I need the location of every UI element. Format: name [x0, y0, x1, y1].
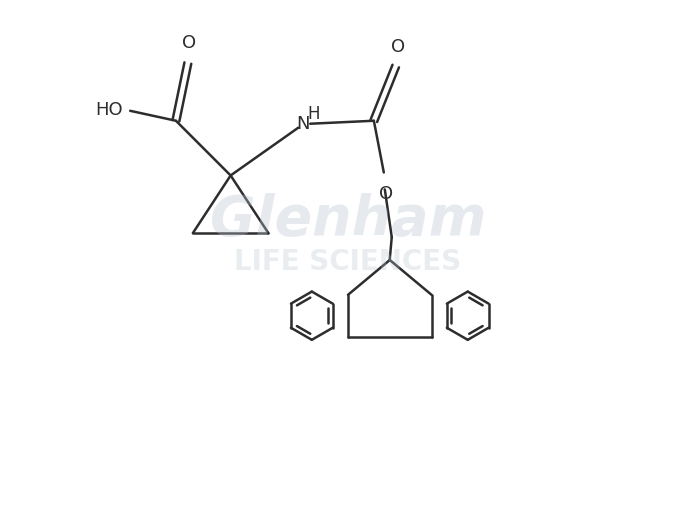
Text: N: N	[296, 115, 310, 133]
Text: H: H	[307, 105, 319, 123]
Text: O: O	[182, 34, 196, 52]
Text: O: O	[379, 186, 393, 203]
Text: LIFE SCIENCES: LIFE SCIENCES	[235, 248, 461, 276]
Text: O: O	[390, 38, 405, 56]
Text: Glenham: Glenham	[209, 193, 487, 247]
Text: HO: HO	[95, 101, 123, 119]
